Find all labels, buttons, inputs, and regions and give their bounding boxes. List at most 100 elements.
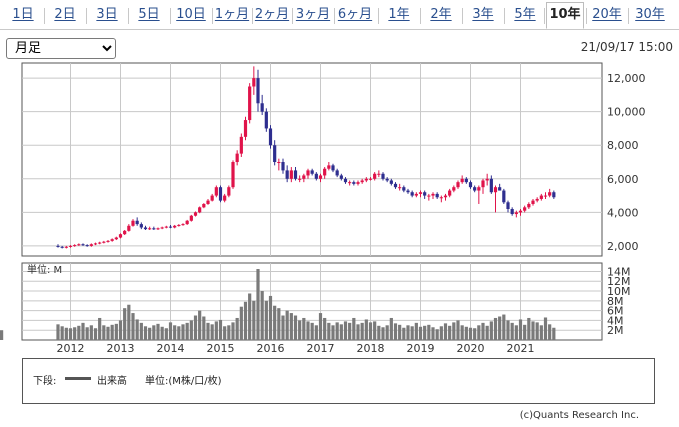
period-tab[interactable]: 10年 — [546, 2, 584, 29]
volume-bar — [348, 322, 352, 340]
volume-bar — [402, 327, 406, 340]
tab-separator — [252, 8, 253, 24]
volume-bar — [418, 326, 423, 340]
volume-bar — [202, 316, 206, 340]
candle-up — [289, 170, 293, 179]
candle-up — [514, 212, 518, 215]
volume-bar — [523, 324, 527, 340]
volume-bar — [131, 313, 135, 340]
volume-bar — [127, 304, 131, 340]
volume-bar — [373, 321, 377, 340]
tab-separator — [44, 8, 45, 24]
candle-down — [343, 178, 348, 183]
volume-bar — [239, 306, 243, 340]
candle-down — [256, 78, 260, 104]
volume-bar — [302, 317, 306, 340]
volume-bar — [285, 310, 289, 340]
candle-up — [181, 224, 185, 226]
period-tab[interactable]: 20年 — [592, 7, 622, 22]
period-tab[interactable]: 10日 — [176, 7, 206, 22]
volume-bar — [527, 317, 531, 340]
volume-bar — [310, 322, 314, 340]
volume-bar — [185, 322, 189, 340]
volume-y-tick-label: 14M — [607, 265, 631, 278]
period-tab[interactable]: 3日 — [96, 7, 118, 22]
candle-up — [356, 182, 360, 184]
candle-down — [423, 192, 427, 196]
candle-up — [398, 187, 402, 189]
period-tab[interactable]: 1日 — [12, 7, 34, 22]
period-tab[interactable]: 1年 — [388, 7, 410, 22]
period-tab[interactable]: 2ヶ月 — [254, 7, 290, 22]
candle-down — [152, 228, 156, 230]
volume-bar — [118, 320, 123, 340]
volume-bar — [81, 322, 85, 340]
candle-up — [64, 246, 68, 248]
candle-up — [231, 162, 235, 188]
volume-bar — [85, 327, 89, 340]
candle-up — [539, 195, 543, 199]
candle-up — [523, 207, 527, 211]
volume-bar — [385, 325, 389, 340]
candle-up — [518, 210, 523, 213]
candle-up — [131, 220, 135, 226]
candle-up — [377, 173, 381, 175]
tab-separator — [86, 8, 87, 24]
candle-down — [389, 180, 393, 184]
volume-bar — [518, 319, 523, 340]
period-tab[interactable]: 2日 — [54, 7, 76, 22]
volume-bar — [423, 325, 427, 340]
volume-bar — [152, 325, 156, 340]
period-tab[interactable]: 3ヶ月 — [295, 7, 331, 22]
volume-bar — [123, 308, 127, 340]
candle-up — [427, 195, 431, 197]
volume-bar — [181, 324, 185, 340]
tab-separator — [292, 8, 293, 24]
period-tab[interactable]: 1ヶ月 — [214, 7, 250, 22]
candle-up — [364, 178, 368, 181]
tab-separator — [420, 8, 421, 24]
volume-bar — [64, 327, 68, 340]
x-tick-label: 2018 — [357, 342, 385, 355]
candle-up — [248, 86, 252, 121]
candle-up — [443, 195, 448, 198]
volume-bar — [498, 316, 502, 340]
candle-up — [327, 165, 331, 169]
candle-up — [535, 198, 539, 201]
period-tab[interactable]: 6ヶ月 — [337, 7, 373, 22]
price-y-tick-label: 10,000 — [607, 106, 646, 119]
volume-bar — [493, 317, 498, 340]
candle-down — [293, 170, 298, 179]
period-tab[interactable]: 5日 — [138, 7, 160, 22]
volume-bar — [198, 310, 202, 340]
volume-bar — [248, 293, 252, 340]
volume-bar — [343, 321, 348, 340]
period-tab[interactable]: 2年 — [430, 7, 452, 22]
candle-up — [543, 195, 548, 197]
candle-down — [285, 170, 289, 179]
legend-box: 下段: 出来高 単位:(M株/口/枚) — [22, 358, 655, 404]
tab-separator — [378, 8, 379, 24]
volume-bar — [73, 327, 77, 340]
candle-up — [431, 193, 435, 196]
volume-bar — [93, 328, 98, 340]
candle-up — [93, 243, 98, 245]
candle-down — [60, 246, 64, 248]
volume-bar — [468, 327, 473, 340]
stock-chart: 2012 2013 2014 2015 2016 2017 2018 2019 2020 2021… — [0, 62, 646, 355]
volume-bar — [368, 322, 373, 340]
volume-bar — [189, 320, 193, 340]
volume-bar — [481, 322, 485, 340]
period-tab[interactable]: 30年 — [635, 7, 665, 22]
period-tab[interactable]: 3年 — [472, 7, 494, 22]
candle-down — [81, 244, 85, 246]
volume-unit-label: 単位: M — [27, 263, 62, 276]
volume-bar — [510, 322, 514, 340]
period-tab[interactable]: 5年 — [514, 7, 536, 22]
candle-up — [156, 228, 160, 230]
volume-bar — [68, 328, 73, 340]
candle-up — [323, 168, 327, 176]
candle-up — [373, 173, 377, 179]
candle-down — [56, 245, 60, 247]
bar-type-select[interactable]: 月足 — [6, 38, 116, 59]
